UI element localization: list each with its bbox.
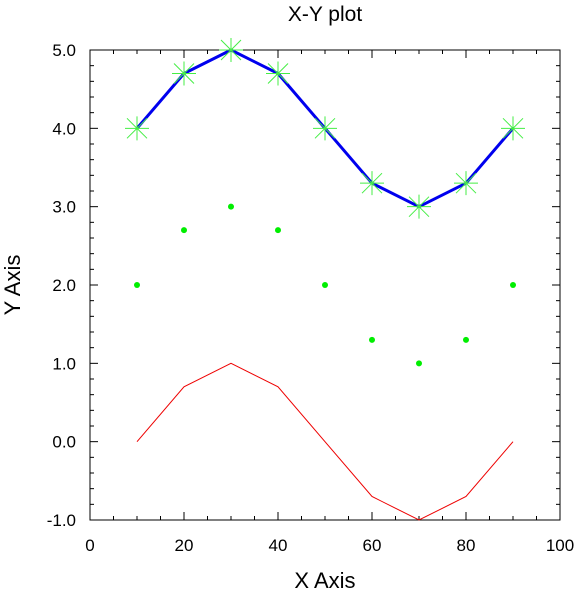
star-marker — [501, 116, 525, 141]
x-tick-label: 80 — [457, 536, 476, 555]
x-tick-label: 60 — [363, 536, 382, 555]
x-tick-labels: 0 20 40 60 80 100 — [85, 536, 574, 555]
series-line-red — [136, 362, 514, 521]
dot-marker — [416, 360, 422, 367]
dot-marker — [134, 282, 140, 288]
star-marker — [266, 61, 290, 86]
star-marker — [125, 116, 149, 141]
series-3 — [136, 362, 514, 521]
x-tick-label: 20 — [175, 536, 194, 555]
dot-marker — [322, 282, 328, 288]
y-tick-label: 0.0 — [52, 433, 76, 452]
dot-marker — [181, 227, 187, 234]
chart-title: X-Y plot — [288, 3, 362, 26]
y-axis-label: Y Axis — [0, 255, 25, 316]
series-1 — [125, 38, 525, 219]
y-tick-labels: -1.0 0.0 1.0 2.0 3.0 4.0 5.0 — [47, 41, 76, 530]
y-tick-label: 3.0 — [52, 198, 76, 217]
series-2 — [134, 203, 516, 367]
star-marker — [360, 171, 384, 196]
x-tick-label: 0 — [85, 536, 94, 555]
star-marker — [407, 194, 431, 219]
dot-marker — [463, 336, 469, 343]
star-marker — [219, 38, 243, 62]
y-tick-label: 2.0 — [52, 276, 76, 295]
dot-marker — [275, 227, 281, 234]
dot-marker — [228, 203, 234, 210]
star-marker — [172, 61, 196, 86]
x-axis-label: X Axis — [294, 568, 355, 592]
star-marker — [454, 171, 478, 196]
y-tick-label: 5.0 — [52, 41, 76, 60]
y-tick-label: -1.0 — [47, 511, 76, 530]
x-tick-label: 100 — [546, 536, 574, 555]
y-tick-label: 4.0 — [52, 119, 76, 138]
data-series — [125, 38, 525, 521]
x-tick-label: 40 — [269, 536, 288, 555]
star-marker — [313, 116, 337, 141]
y-tick-label: 1.0 — [52, 354, 76, 373]
dot-marker — [369, 336, 375, 343]
dot-marker — [510, 282, 516, 288]
